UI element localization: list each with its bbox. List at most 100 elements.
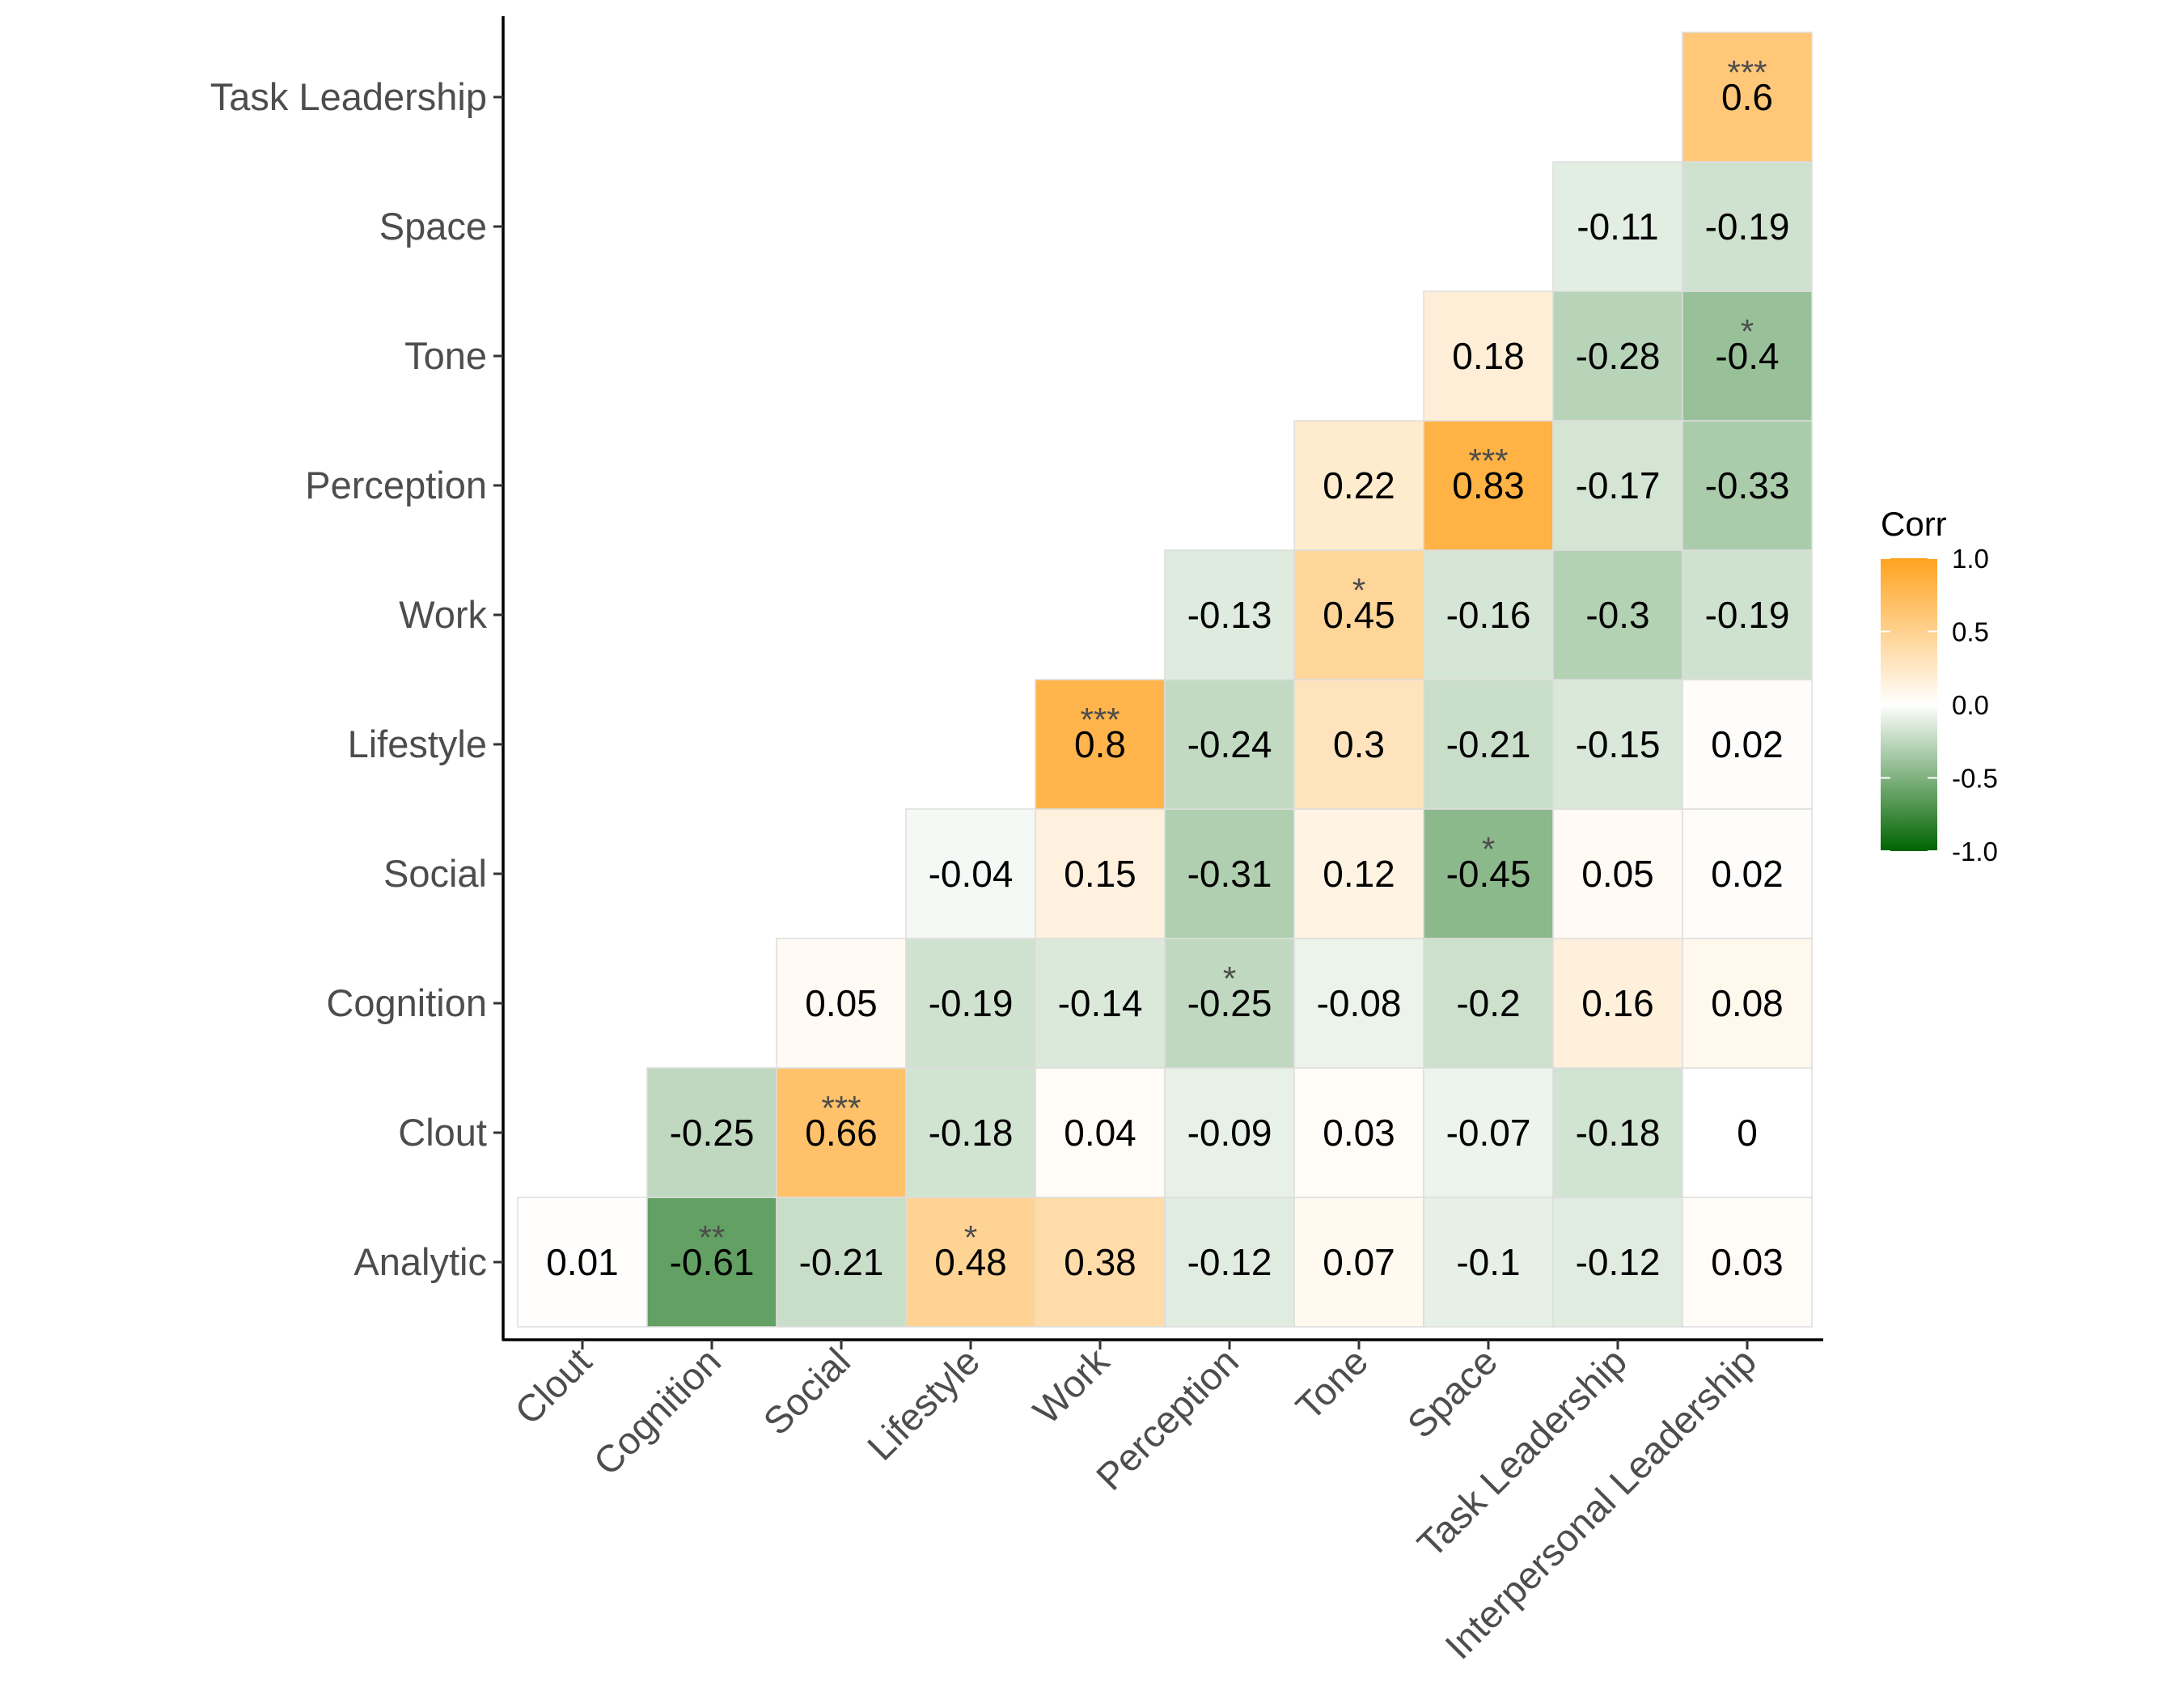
- cell-value-label: -0.15: [1576, 723, 1661, 765]
- y-tick-label-social: Social: [383, 852, 487, 895]
- heatmap-cell-space-interpersonal-leadership: -0.19: [1682, 161, 1813, 292]
- cell-rect: [905, 1067, 1036, 1198]
- cell-value-label: 0.12: [1323, 853, 1395, 895]
- significance-marker: ***: [1468, 442, 1508, 480]
- cell-value-label: 0.83: [1452, 464, 1525, 506]
- cell-rect: [1293, 1197, 1424, 1328]
- significance-marker: ***: [1727, 53, 1767, 91]
- cell-value-label: 0: [1737, 1112, 1758, 1154]
- cell-rect: [1423, 1197, 1554, 1328]
- heatmap-cell-cognition-interpersonal-leadership: 0.08: [1682, 938, 1813, 1069]
- heatmap-cell-cognition-social: 0.05: [776, 938, 907, 1069]
- cell-rect: [517, 1197, 648, 1328]
- heatmap-cell-clout-work: 0.04: [1035, 1067, 1166, 1198]
- cell-rect: [1682, 1067, 1813, 1198]
- cell-rect: [1552, 161, 1683, 292]
- heatmap-cell-social-perception: -0.31: [1164, 808, 1295, 939]
- heatmap-cell-work-perception: -0.13: [1164, 549, 1295, 680]
- cell-value-label: 0.45: [1323, 594, 1395, 636]
- cell-rect: [1682, 32, 1813, 163]
- significance-marker: *: [964, 1218, 977, 1256]
- cell-value-label: 0.05: [1581, 853, 1654, 895]
- cell-value-label: 0.07: [1323, 1241, 1395, 1283]
- legend-tick-label: 0.5: [1952, 617, 1989, 647]
- heatmap-cell-analytic-lifestyle: 0.48*: [905, 1197, 1036, 1328]
- heatmap-cell-analytic-space: -0.1: [1423, 1197, 1554, 1328]
- cell-rect: [1293, 1067, 1424, 1198]
- cell-value-label: -0.3: [1585, 594, 1649, 636]
- significance-marker: **: [699, 1218, 726, 1256]
- cell-value-label: 0.22: [1323, 464, 1395, 506]
- heatmap-cell-perception-task-leadership: -0.17: [1552, 420, 1683, 551]
- cell-rect: [1293, 420, 1424, 551]
- cell-value-label: -0.16: [1446, 594, 1531, 636]
- significance-marker: ***: [1080, 701, 1120, 739]
- cell-value-label: -0.11: [1577, 205, 1658, 248]
- heatmap-cell-work-task-leadership: -0.3: [1552, 549, 1683, 680]
- legend-title: Corr: [1881, 505, 1947, 543]
- legend-tick-label: -1.0: [1952, 837, 1998, 866]
- heatmap-cell-space-task-leadership: -0.11: [1552, 161, 1683, 292]
- cell-value-label: -0.19: [1705, 594, 1790, 636]
- y-tick-label-task-leadership: Task Leadership: [210, 75, 487, 118]
- significance-marker: *: [1352, 571, 1365, 609]
- y-tick-label-work: Work: [399, 593, 487, 636]
- cell-rect: [1293, 549, 1424, 680]
- heatmap-cell-analytic-cognition: -0.61**: [646, 1197, 777, 1328]
- cell-value-label: 0.16: [1581, 982, 1654, 1024]
- heatmap-cell-analytic-social: -0.21: [776, 1197, 907, 1328]
- heatmap-cell-cognition-task-leadership: 0.16: [1552, 938, 1683, 1069]
- heatmap-cell-clout-tone: 0.03: [1293, 1067, 1424, 1198]
- cell-value-label: -0.07: [1446, 1112, 1531, 1154]
- cell-value-label: -0.25: [1187, 982, 1272, 1024]
- cell-value-label: -0.21: [799, 1241, 884, 1283]
- cell-value-label: 0.15: [1064, 853, 1136, 895]
- cell-value-label: -0.13: [1187, 594, 1272, 636]
- cell-rect: [1293, 679, 1424, 810]
- cell-rect: [1682, 679, 1813, 810]
- cell-rect: [1164, 1067, 1295, 1198]
- cell-rect: [905, 1197, 1036, 1328]
- y-tick-label-analytic: Analytic: [353, 1240, 487, 1283]
- cell-rect: [1423, 420, 1554, 551]
- cell-value-label: -0.21: [1446, 723, 1531, 765]
- heatmap-cell-analytic-work: 0.38: [1035, 1197, 1166, 1328]
- y-tick-label-perception: Perception: [305, 464, 487, 506]
- heatmap-cell-social-task-leadership: 0.05: [1552, 808, 1683, 939]
- cell-rect: [776, 938, 907, 1069]
- y-tick-label-tone: Tone: [404, 334, 487, 377]
- cell-rect: [1164, 549, 1295, 680]
- heatmap-cell-clout-interpersonal-leadership: 0: [1682, 1067, 1813, 1198]
- cell-value-label: -0.12: [1576, 1241, 1661, 1283]
- cell-rect: [1423, 808, 1554, 939]
- heatmap-cell-clout-social: 0.66***: [776, 1067, 907, 1198]
- cell-value-label: -0.12: [1187, 1241, 1272, 1283]
- y-tick-label-clout: Clout: [398, 1111, 487, 1154]
- cell-rect: [1035, 808, 1166, 939]
- heatmap-cell-tone-space: 0.18: [1423, 290, 1554, 422]
- significance-marker: *: [1741, 312, 1754, 350]
- heatmap-cell-analytic-task-leadership: -0.12: [1552, 1197, 1683, 1328]
- cell-rect: [905, 938, 1036, 1069]
- cell-value-label: -0.18: [929, 1112, 1014, 1154]
- heatmap-cell-social-work: 0.15: [1035, 808, 1166, 939]
- cell-value-label: -0.19: [929, 982, 1014, 1024]
- cell-rect: [905, 808, 1036, 939]
- heatmap-cell-analytic-clout: 0.01: [517, 1197, 648, 1328]
- cell-value-label: 0.02: [1711, 723, 1784, 765]
- cell-rect: [1682, 420, 1813, 551]
- significance-marker: ***: [821, 1089, 861, 1127]
- heatmap-cell-work-tone: 0.45*: [1293, 549, 1424, 680]
- heatmap-cell-clout-task-leadership: -0.18: [1552, 1067, 1683, 1198]
- heatmap-cell-lifestyle-work: 0.8***: [1035, 679, 1166, 810]
- cell-value-label: -0.19: [1705, 205, 1790, 248]
- cell-value-label: -0.45: [1446, 853, 1531, 895]
- heatmap-cell-lifestyle-interpersonal-leadership: 0.02: [1682, 679, 1813, 810]
- heatmap-cell-work-space: -0.16: [1423, 549, 1554, 680]
- heatmap-cell-lifestyle-space: -0.21: [1423, 679, 1554, 810]
- cell-rect: [776, 1067, 907, 1198]
- heatmap-cell-cognition-lifestyle: -0.19: [905, 938, 1036, 1069]
- legend-tick-label: 1.0: [1952, 544, 1989, 574]
- heatmap-cell-clout-lifestyle: -0.18: [905, 1067, 1036, 1198]
